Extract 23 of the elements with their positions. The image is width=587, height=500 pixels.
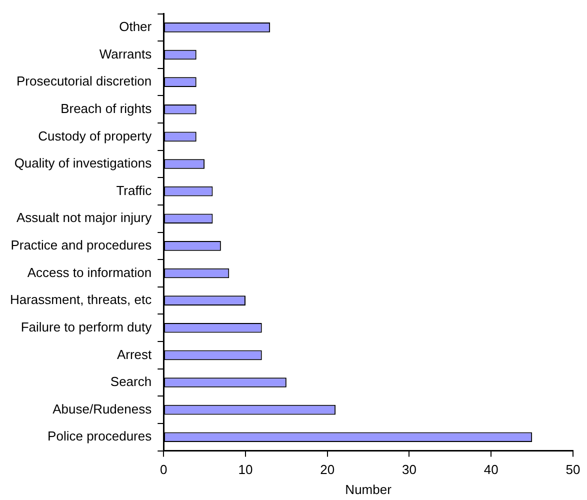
x-tick-label: 0 — [160, 462, 168, 478]
y-tick-label: Search — [110, 374, 152, 390]
y-tick-label: Traffic — [116, 182, 152, 198]
y-tick-label: Harassment, threats, etc — [10, 292, 152, 308]
x-tick-label: 30 — [402, 462, 416, 478]
y-tick-label: Quality of investigations — [14, 156, 152, 171]
x-tick-label: 40 — [484, 462, 498, 478]
y-tick-label: Police procedures — [48, 428, 152, 444]
y-tick-label: Abuse/Rudeness — [52, 401, 152, 416]
x-tick-label: 50 — [566, 462, 580, 478]
x-tick-label: 20 — [320, 462, 335, 478]
y-tick-label: Custody of property — [38, 128, 152, 144]
x-tick-label: 10 — [238, 462, 253, 478]
y-tick-label: Other — [119, 19, 152, 34]
y-tick-label: Assualt not major injury — [16, 210, 152, 226]
y-tick-label: Arrest — [116, 346, 152, 362]
y-tick-label: Practice and procedures — [10, 238, 152, 253]
y-tick-label: Prosecutorial discretion — [16, 74, 152, 89]
x-axis-title: Number — [345, 482, 392, 497]
y-tick-label: Access to information — [27, 264, 152, 280]
y-tick-label: Failure to perform duty — [20, 319, 152, 334]
y-tick-label: Warrants — [99, 46, 152, 62]
y-tick-label: Breach of rights — [60, 100, 152, 116]
